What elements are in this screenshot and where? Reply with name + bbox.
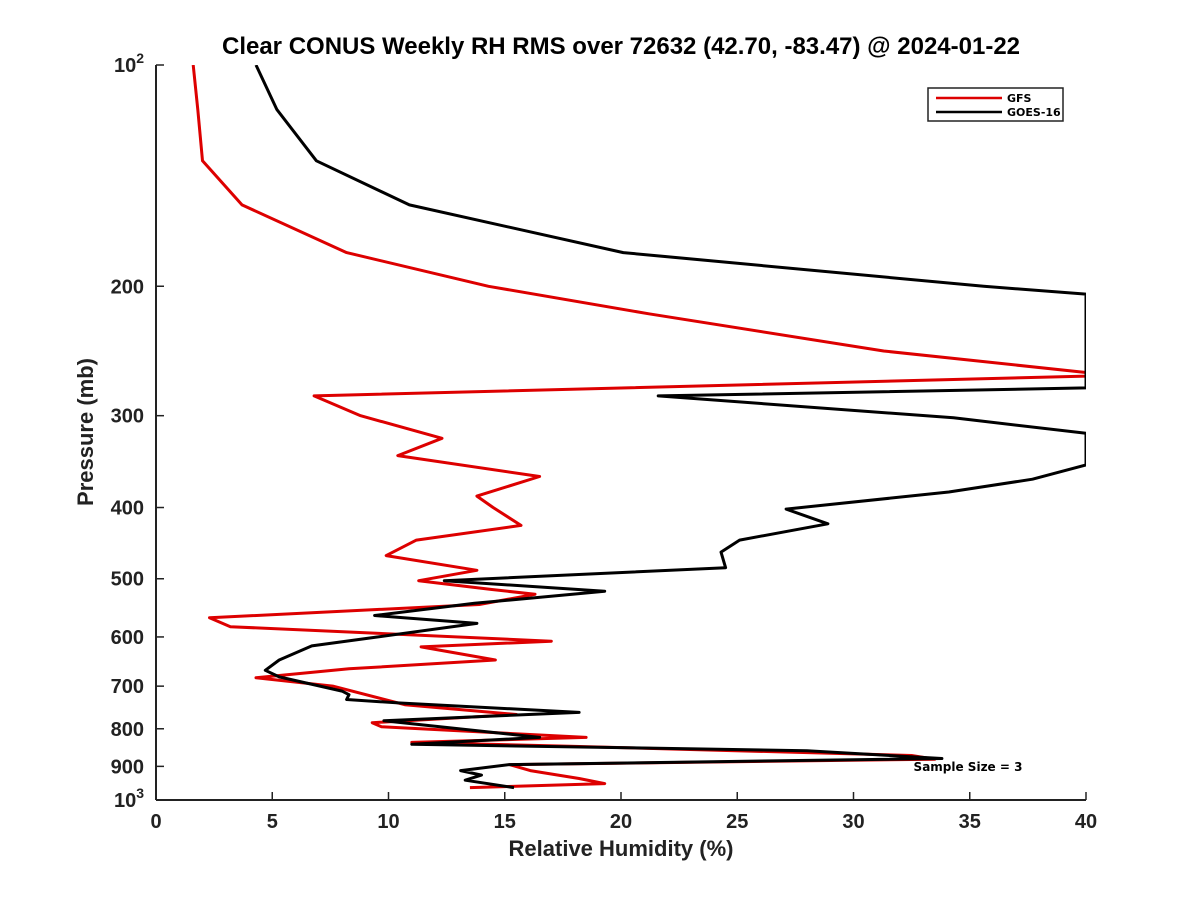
y-tick-base: 10 <box>114 790 136 812</box>
x-tick-label: 35 <box>959 811 981 833</box>
y-tick-label: 600 <box>111 627 144 649</box>
y-tick-base: 10 <box>114 55 136 77</box>
y-tick-exponent: 2 <box>136 50 144 66</box>
x-axis-label: Relative Humidity (%) <box>509 836 734 861</box>
y-axis-label: Pressure (mb) <box>73 358 98 506</box>
y-tick-label: 500 <box>111 569 144 591</box>
x-tick-label: 20 <box>610 811 632 833</box>
x-tick-label: 40 <box>1075 811 1097 833</box>
series-line-goes-16 <box>254 65 1086 790</box>
y-tick-label: 800 <box>111 719 144 741</box>
legend-label: GOES-16 <box>1007 106 1061 119</box>
x-axis-ticks: 0 5 10 15 20 25 30 35 40 <box>150 792 1097 833</box>
y-tick-label: 900 <box>111 756 144 778</box>
legend-box <box>927 87 1064 122</box>
y-tick-label: 300 <box>111 406 144 428</box>
y-tick-label: 102 <box>114 50 144 77</box>
plot-area <box>156 65 1086 800</box>
x-tick-label: 30 <box>842 811 864 833</box>
x-tick-label: 25 <box>726 811 748 833</box>
x-tick-label: 5 <box>267 811 278 833</box>
y-tick-exponent: 3 <box>136 785 144 801</box>
x-tick-label: 10 <box>377 811 399 833</box>
y-tick-label: 700 <box>111 676 144 698</box>
x-tick-label: 15 <box>494 811 516 833</box>
y-tick-label: 200 <box>111 276 144 298</box>
chart-title: Clear CONUS Weekly RH RMS over 72632 (42… <box>222 33 1020 60</box>
y-tick-label: 400 <box>111 498 144 520</box>
x-tick-label: 0 <box>150 811 161 833</box>
legend-label: GFS <box>1007 92 1032 105</box>
series-layer <box>191 65 1086 790</box>
y-tick-label: 103 <box>114 785 144 812</box>
sample-size-annotation: Sample Size = 3 <box>914 760 1023 774</box>
